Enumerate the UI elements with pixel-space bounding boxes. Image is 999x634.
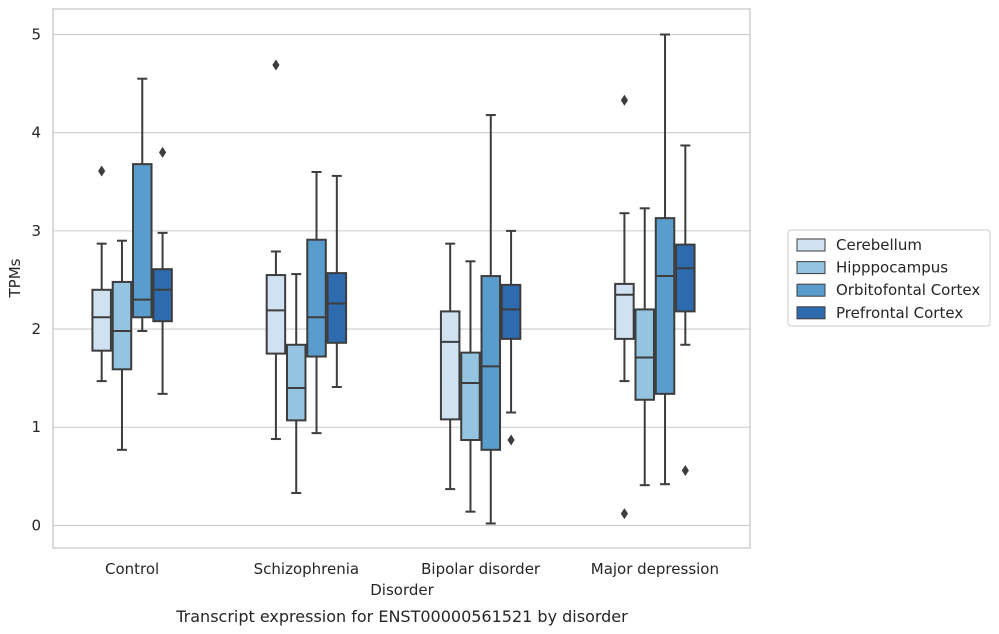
box-body xyxy=(306,238,327,358)
box-0-2 xyxy=(132,77,153,333)
box-2-3 xyxy=(500,229,522,446)
box-body xyxy=(132,163,153,319)
outlier-point xyxy=(98,165,106,177)
box-3-2 xyxy=(654,33,676,486)
y-tick-label: 3 xyxy=(31,222,41,240)
x-tick-label: Bipolar disorder xyxy=(421,560,541,578)
legend-swatch xyxy=(796,261,826,275)
y-tick-label: 0 xyxy=(31,516,41,534)
box-body xyxy=(265,274,287,355)
x-tick-label: Control xyxy=(105,560,159,578)
outlier-point xyxy=(620,94,629,106)
box-0-3 xyxy=(152,146,173,395)
box-body xyxy=(285,343,307,422)
box-body xyxy=(675,243,696,313)
box-2-2 xyxy=(480,114,502,525)
outlier-point xyxy=(158,146,167,158)
outlier-point xyxy=(620,508,629,520)
box-3-0 xyxy=(614,94,635,520)
legend-label: Cerebellum xyxy=(836,236,922,254)
box-0-0 xyxy=(91,165,112,383)
box-body xyxy=(111,280,133,371)
x-tick-label: Schizophrenia xyxy=(254,560,359,578)
y-tick-label: 5 xyxy=(31,26,41,44)
box-0-1 xyxy=(111,239,133,451)
y-tick-label: 4 xyxy=(31,124,41,142)
box-body xyxy=(500,283,522,340)
legend-label: Orbitofontal Cortex xyxy=(836,281,980,299)
y-axis-title: TPMs xyxy=(6,258,24,298)
box-2-0 xyxy=(439,242,461,491)
outlier-point xyxy=(272,59,280,71)
box-body xyxy=(439,310,461,421)
box-3-3 xyxy=(675,144,696,476)
legend-label: Hipppocampus xyxy=(836,259,948,277)
x-tick-label: Major depression xyxy=(591,560,719,578)
box-1-0 xyxy=(265,59,287,441)
box-body xyxy=(152,268,173,323)
x-axis-title: Disorder xyxy=(370,581,434,599)
outlier-point xyxy=(681,464,689,476)
box-1-3 xyxy=(326,174,348,388)
outlier-point xyxy=(507,434,515,446)
box-1-1 xyxy=(285,273,307,495)
legend-swatch xyxy=(796,238,826,252)
box-body xyxy=(654,217,676,395)
legend-frame xyxy=(787,229,991,327)
box-3-1 xyxy=(634,207,655,487)
chart-caption: Transcript expression for ENST0000056152… xyxy=(175,607,628,626)
box-body xyxy=(91,288,112,352)
legend-swatch xyxy=(796,283,826,297)
y-tick-label: 2 xyxy=(31,320,41,338)
legend-label: Prefrontal Cortex xyxy=(836,304,963,322)
box-body xyxy=(326,272,348,344)
plot-frame xyxy=(52,8,751,549)
box-body xyxy=(460,351,481,442)
box-body xyxy=(614,282,635,340)
box-body xyxy=(480,275,502,451)
y-tick-label: 1 xyxy=(31,418,41,436)
legend: Cerebellum Hipppocampus Orbitofontal Corte… xyxy=(787,229,991,327)
box-2-1 xyxy=(460,260,481,513)
box-body xyxy=(634,308,655,401)
box-1-2 xyxy=(306,170,327,435)
legend-swatch xyxy=(796,306,826,320)
